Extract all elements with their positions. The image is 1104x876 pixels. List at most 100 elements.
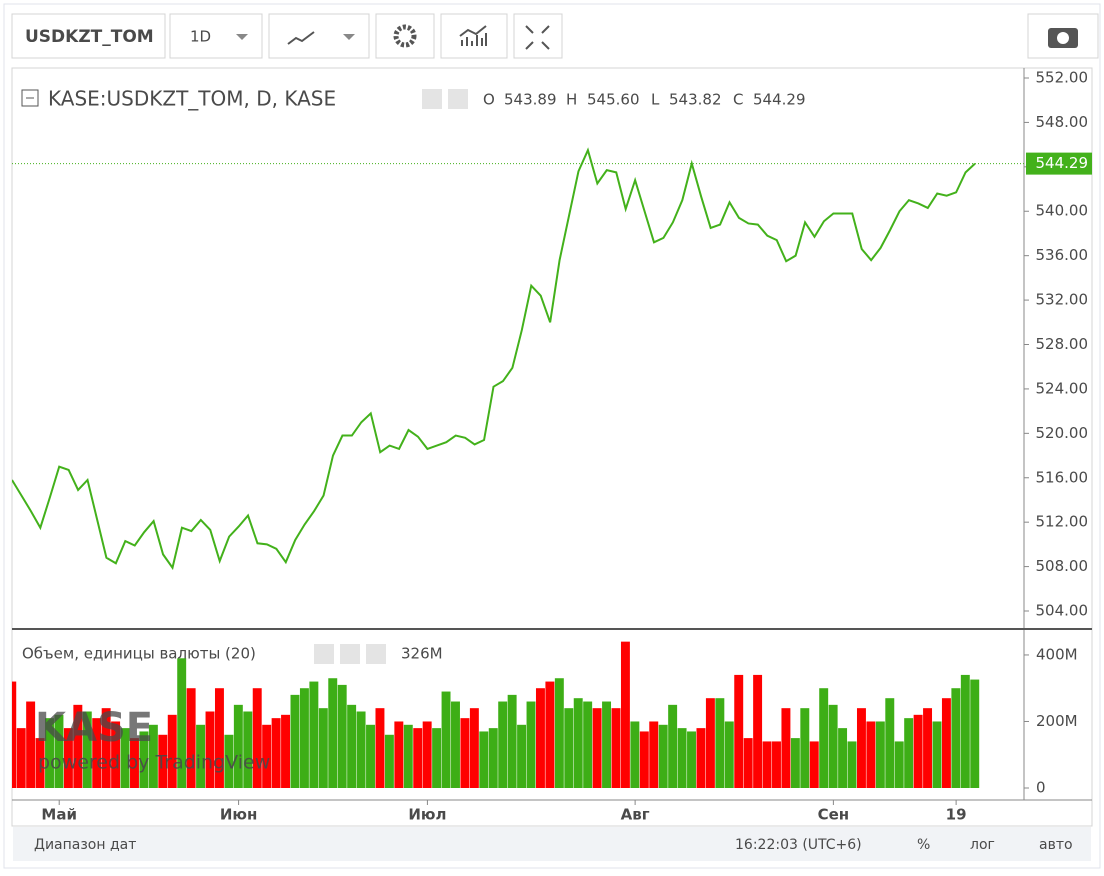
volume-bar <box>545 681 555 788</box>
volume-bar <box>885 698 895 788</box>
ohlc-value: 543.89 <box>504 91 557 109</box>
volume-bar <box>101 708 111 788</box>
volume-bar <box>705 698 715 788</box>
volume-bar <box>592 708 602 788</box>
volume-bar <box>328 678 338 788</box>
settings-button[interactable] <box>375 13 435 59</box>
volume-bar <box>337 684 347 788</box>
y-tick-label: 516.00 <box>1036 468 1089 486</box>
volume-bar <box>743 738 753 788</box>
volume-bar <box>347 704 357 788</box>
volume-bar <box>271 718 281 788</box>
footer <box>13 827 1091 861</box>
volume-bar <box>583 701 593 788</box>
collapse-icon[interactable] <box>21 89 39 107</box>
settings-icon[interactable] <box>448 89 468 109</box>
volume-bar <box>620 641 630 788</box>
volume-bar <box>243 711 253 788</box>
volume-bar <box>630 721 640 788</box>
price-pane <box>12 147 1024 571</box>
dropdown-icon <box>343 34 355 40</box>
volume-bar <box>403 724 413 788</box>
volume-bar <box>262 724 272 788</box>
volume-bar <box>488 728 498 788</box>
volume-bar <box>715 698 725 788</box>
volume-bar <box>535 688 545 788</box>
volume-bar <box>479 731 489 788</box>
chart-frame <box>11 67 1093 827</box>
y-tick-label: 552.00 <box>1036 68 1089 86</box>
y-tick-label: 532.00 <box>1036 291 1089 309</box>
remove-icon[interactable] <box>366 644 386 664</box>
log-toggle[interactable]: лог <box>970 837 995 853</box>
volume-bar <box>318 708 328 788</box>
volume-bar <box>724 721 734 788</box>
volume-bar <box>12 681 17 788</box>
volume-bar <box>26 701 36 788</box>
volume-bar <box>214 688 224 788</box>
volume-bar <box>658 724 668 788</box>
volume-bar <box>375 708 385 788</box>
volume-bar <box>196 724 206 788</box>
percent-toggle[interactable]: % <box>917 837 930 853</box>
y-tick-label: 528.00 <box>1036 335 1089 353</box>
volume-bar <box>564 708 574 788</box>
volume-bar <box>460 718 470 788</box>
volume-bar <box>904 718 914 788</box>
volume-bar <box>63 728 73 788</box>
volume-bar <box>913 714 923 788</box>
interval-button[interactable] <box>169 13 263 59</box>
y-tick-label: 512.00 <box>1036 513 1089 531</box>
volume-title: Объем, единицы валюты (20) <box>22 645 256 663</box>
volume-bar <box>35 738 45 788</box>
indicators-button[interactable] <box>440 13 508 59</box>
volume-bar <box>960 674 970 788</box>
chart-style-button[interactable] <box>268 13 370 59</box>
visibility-icon[interactable] <box>314 644 334 664</box>
volume-bar <box>526 701 536 788</box>
volume-bar <box>762 741 772 788</box>
volume-bars <box>12 641 980 788</box>
volume-bar <box>800 708 810 788</box>
volume-bar <box>290 694 300 788</box>
camera-lens <box>1057 32 1069 44</box>
volume-bar <box>309 681 319 788</box>
volume-bar <box>517 724 527 788</box>
visibility-icon[interactable] <box>422 89 442 109</box>
date-range[interactable]: Диапазон дат <box>34 837 136 853</box>
watermark-brand: KASE <box>35 705 153 751</box>
volume-bar <box>847 741 857 788</box>
volume-bar <box>611 708 621 788</box>
last-price-label: 544.29 <box>1036 154 1089 172</box>
volume-bar <box>366 724 375 788</box>
volume-bar <box>92 718 102 788</box>
y-tick-label: 0 <box>1036 779 1046 797</box>
dropdown-icon <box>236 34 248 40</box>
volume-bar <box>856 708 866 788</box>
volume-bar <box>413 728 423 788</box>
x-tick-label: Авг <box>621 806 650 824</box>
volume-bar <box>422 721 432 788</box>
y-tick-label: 520.00 <box>1036 424 1089 442</box>
volume-bar <box>941 698 951 788</box>
volume-bar <box>781 708 791 788</box>
y-tick-label: 504.00 <box>1036 602 1089 620</box>
volume-bar <box>45 718 54 788</box>
auto-toggle[interactable]: авто <box>1039 837 1073 853</box>
fullscreen-button[interactable] <box>513 13 563 59</box>
settings-icon[interactable] <box>340 644 360 664</box>
ohlc-name: O <box>483 91 495 109</box>
volume-bar <box>356 711 366 788</box>
volume-bar <box>602 701 612 788</box>
symbol-button[interactable] <box>11 13 166 59</box>
volume-bar <box>970 679 980 788</box>
symbol[interactable]: USDKZT_TOM <box>25 27 154 47</box>
volume-bar <box>82 711 92 788</box>
y-tick-label: 536.00 <box>1036 246 1089 264</box>
volume-bar <box>875 721 885 788</box>
volume-bar <box>828 704 838 788</box>
volume-bar <box>554 678 564 788</box>
ohlc-name: C <box>733 91 743 109</box>
interval[interactable]: 1D <box>190 28 211 46</box>
ohlc-value: 544.29 <box>753 91 806 109</box>
